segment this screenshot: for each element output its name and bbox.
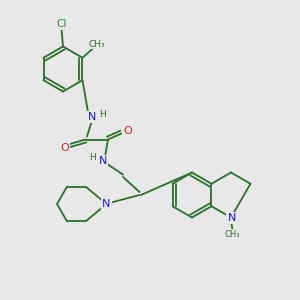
Text: N: N (99, 155, 107, 166)
Text: CH₃: CH₃ (225, 230, 240, 239)
Text: O: O (123, 125, 132, 136)
Text: H: H (89, 153, 95, 162)
Text: N: N (88, 112, 96, 122)
Text: CH₃: CH₃ (88, 40, 105, 49)
Text: N: N (227, 213, 236, 223)
Text: H: H (99, 110, 105, 119)
Text: Cl: Cl (56, 19, 67, 29)
Text: N: N (102, 199, 111, 209)
Text: O: O (60, 142, 69, 153)
